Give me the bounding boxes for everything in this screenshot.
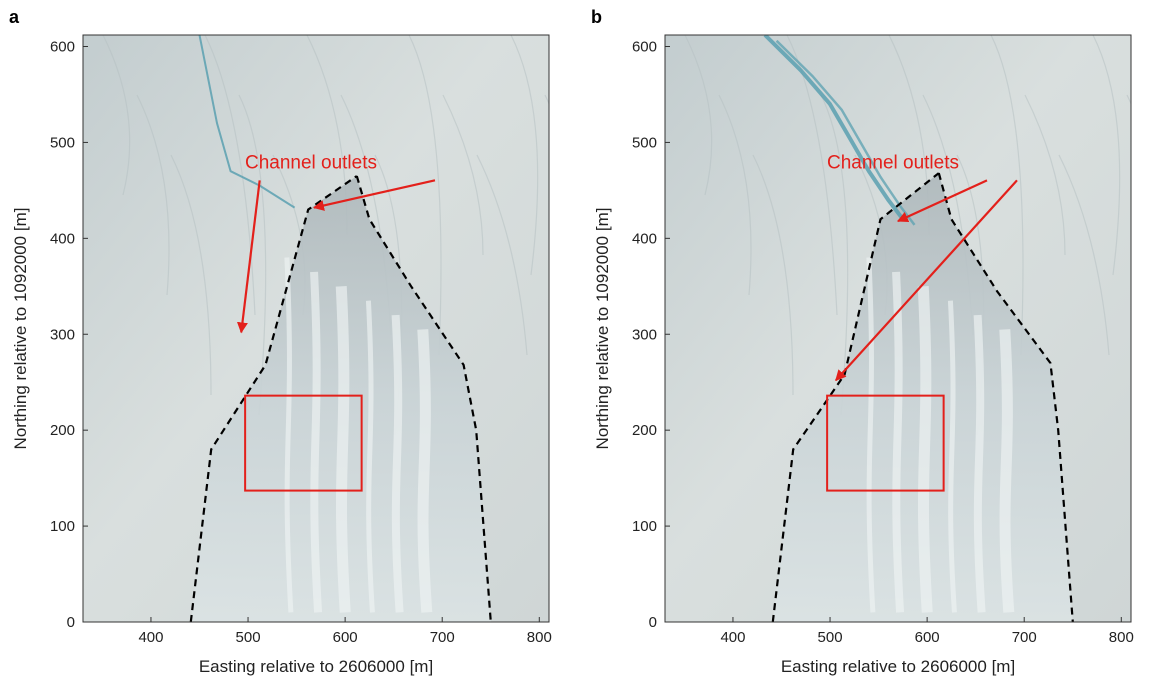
terrain-streak [442,94,484,256]
x-tick-label: 400 [138,629,163,646]
panel-b: 400 500 600 700 800 0 100 200 300 400 500 600 Eastin… [591,7,1134,676]
axes-frame [82,34,550,623]
terrain-streak [1126,94,1131,106]
x-tick-label: 500 [818,629,843,646]
panel-a: 400 500 600 700 800 0 100 200 300 400 500 600 Eastin… [9,7,552,676]
meltwater-channel-braid [775,39,916,226]
imagery-layer [684,35,1131,622]
terrain-streak [238,94,267,416]
terrain-streak [476,154,528,356]
meltwater-channel [763,35,905,221]
y-tick-label: 0 [649,614,657,631]
x-tick-label: 400 [720,629,745,646]
ice-band [417,329,433,613]
annotation-arrow [896,179,988,223]
y-tick-label: 100 [50,518,75,535]
annotation-arrow [312,179,436,211]
terrain-streak [510,35,539,276]
ice-band [917,286,933,613]
y-tick-label: 200 [632,422,657,439]
y-axis-label: Northing relative to 1092000 [m] [593,208,612,450]
glacier-outline-right [355,175,492,623]
ice-band [999,329,1015,613]
terrain-streak [136,94,170,296]
terrain-streak [990,35,1024,356]
terrain-streak [1024,94,1066,256]
annotation-label: Channel outlets [245,152,377,173]
y-tick-label: 400 [50,230,75,247]
terrain-streak [544,94,549,106]
study-area-box [826,394,945,492]
y-tick-label: 200 [50,422,75,439]
ice-band [892,271,905,613]
ice-band [391,314,404,613]
y-tick-label: 0 [67,614,75,631]
ice-band [973,314,986,613]
terrain-streak [684,35,713,196]
ice-band [310,271,323,613]
x-tick-label: 600 [915,629,940,646]
study-area-box [244,394,363,492]
ice-band [284,257,294,613]
panel-letter: b [591,7,602,27]
y-tick-label: 500 [632,134,657,151]
terrain-streak [1058,154,1110,356]
meltwater-channel [198,35,296,209]
x-tick-label: 800 [527,629,552,646]
annotation-arrow [835,179,1018,382]
ice-band [335,286,351,613]
terrain-streak [786,35,838,316]
x-tick-label: 700 [430,629,455,646]
ice-band [866,257,876,613]
terrain-streak [170,154,212,396]
x-tick-label: 600 [333,629,358,646]
annotation-label: Channel outlets [827,152,959,173]
terrain-streak [408,35,442,356]
x-tick-label: 700 [1012,629,1037,646]
y-tick-label: 300 [50,326,75,343]
ice-band [947,300,957,613]
terrain-streak [718,94,752,296]
terrain-streak [102,35,131,196]
y-tick-label: 600 [50,39,75,56]
panel-letter: a [9,7,20,27]
y-tick-label: 600 [632,39,657,56]
x-axis-label: Easting relative to 2606000 [m] [781,657,1015,676]
y-tick-label: 100 [632,518,657,535]
y-axis-label: Northing relative to 1092000 [m] [11,208,30,450]
glacier-outline-right [937,172,1074,623]
axes-frame [664,34,1132,623]
y-tick-label: 300 [632,326,657,343]
annotation-arrow [236,180,261,334]
terrain-streak [204,35,256,316]
y-tick-label: 500 [50,134,75,151]
ice-band [365,300,375,613]
imagery-layer [102,35,549,622]
terrain-streak [820,94,849,416]
terrain-streak [1092,35,1121,276]
x-tick-label: 500 [236,629,261,646]
terrain-streak [752,154,794,396]
y-tick-label: 400 [632,230,657,247]
x-axis-label: Easting relative to 2606000 [m] [199,657,433,676]
x-tick-label: 800 [1109,629,1134,646]
